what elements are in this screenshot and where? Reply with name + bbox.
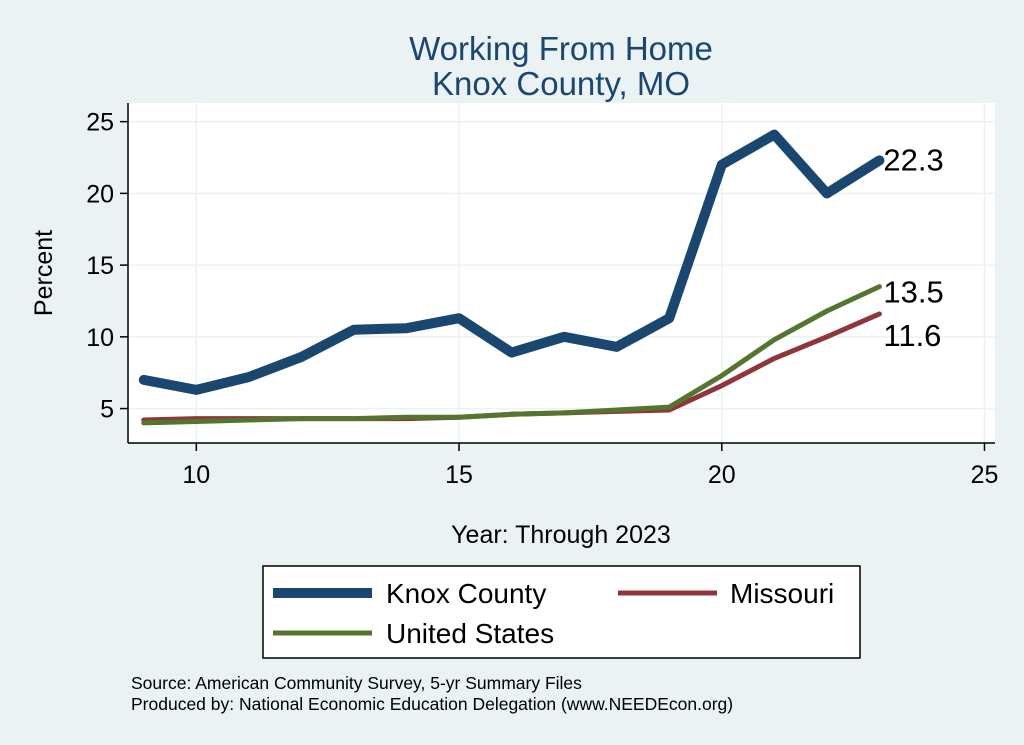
plot-area	[128, 103, 995, 443]
end-label-united-states: 13.5	[883, 275, 943, 310]
legend-box	[262, 565, 861, 659]
series-lines	[138, 129, 885, 426]
y-tick-label: 15	[86, 252, 114, 280]
x-tick-label: 15	[445, 461, 473, 489]
y-tick-label: 10	[86, 324, 114, 352]
x-tick-label: 10	[182, 461, 210, 489]
series-line-united-states	[141, 284, 882, 426]
source-note: Source: American Community Survey, 5-yr …	[131, 673, 582, 693]
y-tick-label: 25	[86, 109, 114, 137]
x-axis-label: Year: Through 2023	[451, 521, 671, 549]
legend-label-united-states: United States	[386, 618, 554, 649]
end-labels: 22.3 11.6 13.5	[883, 142, 943, 353]
producer-note: Produced by: National Economic Education…	[131, 694, 733, 714]
end-label-knox-county: 22.3	[883, 142, 943, 177]
x-tick-label: 20	[708, 461, 736, 489]
y-axis-label: Percent	[30, 230, 58, 316]
legend-label-knox-county: Knox County	[386, 578, 546, 609]
grid-lines	[128, 103, 995, 443]
y-tick-label: 20	[86, 180, 114, 208]
y-tick-label: 5	[100, 396, 114, 424]
series-line-knox-county	[138, 129, 885, 395]
x-tick-label: 25	[971, 461, 999, 489]
chart-title-line-1: Working From Home	[409, 30, 713, 67]
axis-ticks: 5 10 15 20 25 10 15 20 25	[86, 109, 998, 489]
chart-title-line-2: Knox County, MO	[432, 65, 690, 102]
end-label-missouri: 11.6	[883, 318, 941, 353]
legend-label-missouri: Missouri	[730, 578, 834, 609]
